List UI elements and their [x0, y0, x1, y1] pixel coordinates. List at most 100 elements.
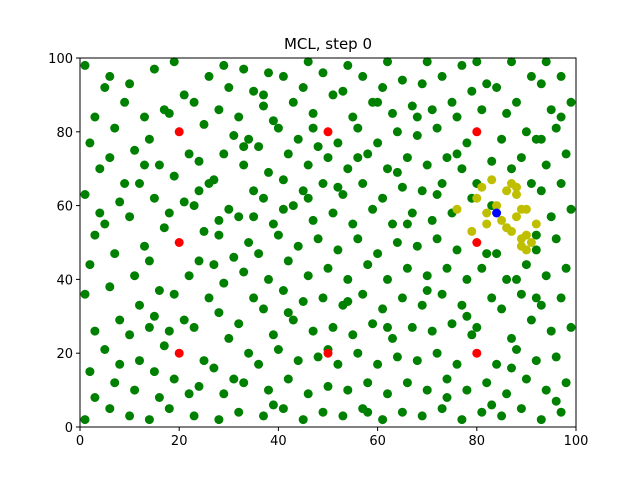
- data-point-s0-295: [536, 186, 546, 196]
- data-point-s0-26: [135, 356, 144, 366]
- data-point-s0-17: [110, 249, 120, 259]
- data-point-s0-195: [373, 138, 383, 148]
- data-point-s0-311: [551, 123, 561, 133]
- data-point-s0-254: [472, 322, 482, 332]
- data-point-s0-249: [452, 112, 462, 122]
- data-point-s0-325: [343, 297, 353, 306]
- data-point-s0-235: [442, 153, 452, 163]
- data-point-s0-285: [512, 97, 521, 107]
- data-point-s0-188: [388, 333, 397, 343]
- data-point-s0-199: [397, 407, 407, 417]
- data-point-s0-62: [189, 411, 199, 421]
- data-point-s0-109: [264, 274, 273, 284]
- data-point-s0-96: [244, 238, 254, 247]
- data-point-s0-203: [397, 293, 407, 303]
- data-point-s0-146: [323, 381, 333, 391]
- data-point-s0-42: [144, 256, 154, 266]
- data-point-s1-9: [502, 186, 512, 196]
- data-point-s0-29: [130, 271, 140, 281]
- data-point-s0-56: [179, 197, 189, 207]
- data-point-s0-239: [457, 415, 467, 425]
- data-point-s0-279: [516, 289, 526, 299]
- data-point-s0-348: [392, 167, 402, 177]
- data-point-s0-197: [378, 83, 388, 92]
- data-point-s0-257: [482, 249, 492, 259]
- data-point-s0-196: [388, 108, 397, 118]
- data-point-s0-23: [105, 71, 115, 81]
- data-point-s0-224: [417, 79, 427, 89]
- data-point-s2-4: [472, 238, 482, 247]
- data-point-s0-327: [383, 322, 392, 332]
- data-point-s0-84: [209, 175, 219, 185]
- data-point-s0-326: [363, 407, 373, 417]
- data-point-s0-262: [472, 57, 482, 67]
- data-point-s0-38: [149, 367, 159, 377]
- data-point-s0-337: [120, 179, 130, 188]
- data-point-s0-240: [462, 385, 472, 395]
- data-point-s0-63: [194, 381, 204, 391]
- data-point-s0-299: [536, 79, 546, 89]
- data-point-s0-130: [278, 71, 288, 81]
- data-point-s0-350: [432, 190, 442, 199]
- data-point-s0-108: [259, 304, 268, 314]
- data-point-s0-256: [477, 263, 487, 273]
- data-point-s0-290: [546, 326, 556, 336]
- data-point-s0-151: [313, 234, 323, 244]
- data-point-s0-67: [194, 256, 204, 266]
- data-point-s1-22: [521, 204, 531, 214]
- data-point-s1-20: [526, 238, 536, 247]
- data-point-s0-260: [477, 105, 487, 115]
- data-point-s0-3: [80, 289, 90, 299]
- data-point-s0-99: [239, 160, 249, 170]
- data-point-s0-310: [561, 149, 571, 159]
- data-point-s0-280: [521, 260, 531, 270]
- data-point-s0-332: [487, 400, 497, 410]
- data-point-s0-219: [427, 215, 437, 225]
- data-point-s0-317: [184, 389, 194, 399]
- data-point-s0-287: [536, 415, 546, 425]
- data-point-s0-103: [239, 64, 249, 74]
- data-point-s0-319: [229, 374, 239, 384]
- data-point-s0-87: [214, 105, 224, 115]
- data-point-s0-242: [467, 330, 477, 340]
- data-point-s0-191: [373, 249, 383, 259]
- data-point-s0-259: [487, 156, 497, 166]
- data-point-s0-270: [507, 164, 516, 174]
- data-point-s0-214: [412, 356, 422, 366]
- data-point-s0-46: [144, 134, 154, 144]
- data-point-s0-60: [179, 90, 189, 100]
- data-point-s0-10: [100, 83, 110, 92]
- data-point-s0-354: [536, 134, 546, 144]
- data-point-s0-320: [249, 212, 259, 222]
- data-point-s0-139: [298, 186, 308, 196]
- data-point-s0-152: [328, 208, 338, 218]
- data-point-s0-86: [229, 131, 239, 140]
- data-point-s0-341: [239, 142, 249, 152]
- data-point-s0-49: [164, 404, 174, 414]
- data-point-s0-41: [154, 286, 164, 295]
- data-point-s0-186: [383, 389, 392, 399]
- data-point-s0-282: [526, 179, 536, 188]
- data-point-s0-182: [353, 123, 363, 133]
- plot-marks: [80, 57, 576, 425]
- data-point-s0-307: [551, 234, 561, 244]
- data-point-s0-169: [348, 112, 358, 122]
- x-tick-label-2: 40: [270, 434, 287, 449]
- data-point-s0-161: [348, 330, 358, 340]
- data-point-s0-336: [95, 208, 105, 218]
- data-point-s0-201: [392, 352, 402, 362]
- data-point-s0-333: [507, 363, 516, 373]
- data-point-s0-232: [432, 234, 442, 244]
- data-point-s0-134: [308, 326, 318, 336]
- data-point-s0-117: [264, 68, 273, 78]
- data-point-s0-118: [278, 404, 288, 414]
- data-point-s0-31: [125, 212, 135, 222]
- data-point-s0-178: [353, 234, 363, 244]
- data-point-s0-340: [214, 215, 224, 225]
- data-point-s0-20: [105, 153, 115, 163]
- data-point-s0-293: [531, 245, 541, 255]
- data-point-s0-302: [561, 378, 571, 388]
- data-point-s0-202: [407, 322, 417, 332]
- data-point-s0-2: [90, 326, 100, 336]
